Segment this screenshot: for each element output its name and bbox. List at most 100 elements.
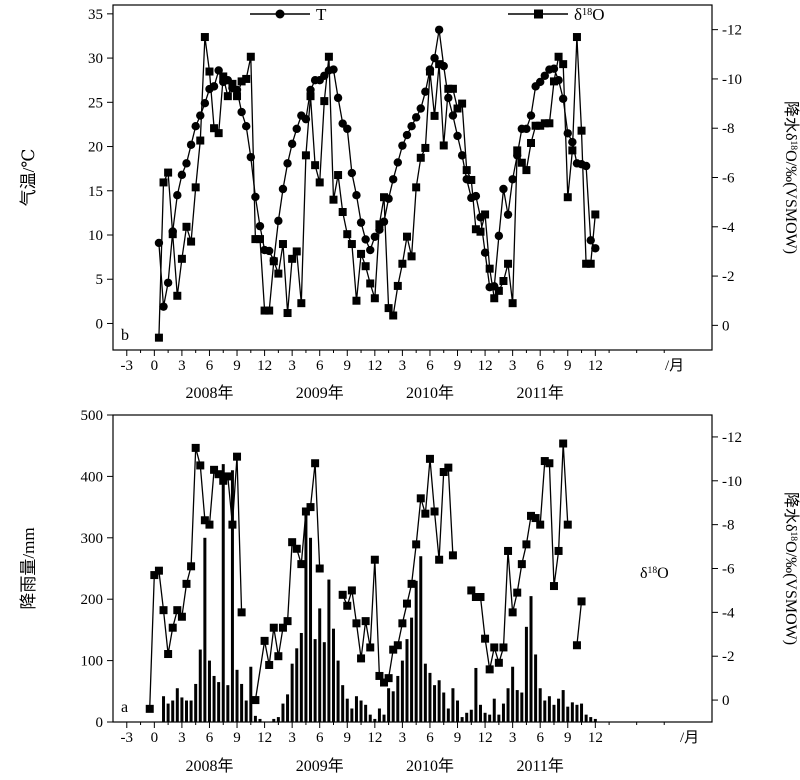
- point-marker: [173, 606, 182, 615]
- point-marker: [393, 158, 403, 167]
- x-tick-label: 12: [367, 730, 382, 746]
- bar: [465, 712, 469, 722]
- y-right-tick-label: -10: [722, 72, 742, 88]
- point-marker: [187, 562, 196, 571]
- point-marker: [182, 579, 191, 588]
- bar: [469, 709, 473, 722]
- bar: [175, 688, 179, 722]
- point-marker: [527, 139, 536, 147]
- point-marker: [306, 503, 315, 512]
- bar: [488, 714, 492, 722]
- point-marker: [503, 210, 513, 219]
- point-marker: [366, 279, 375, 288]
- y-left-tick-label: 5: [96, 272, 104, 288]
- point-marker: [223, 472, 232, 481]
- point-marker: [439, 468, 448, 477]
- plot-frame: [112, 4, 713, 351]
- legend-marker: [275, 9, 285, 19]
- point-marker: [559, 60, 568, 69]
- x-tick-label: 0: [151, 730, 159, 746]
- series-annotation: δ18O: [640, 565, 669, 583]
- point-marker: [508, 299, 517, 308]
- bar: [226, 685, 230, 722]
- point-marker: [278, 623, 287, 632]
- point-marker: [448, 111, 458, 120]
- point-marker: [182, 222, 191, 231]
- point-marker: [352, 190, 361, 200]
- point-marker: [485, 264, 494, 273]
- point-marker: [458, 99, 467, 108]
- y-left-tick-label: 25: [88, 95, 103, 111]
- point-marker: [209, 82, 219, 91]
- point-marker: [508, 175, 517, 184]
- bar: [341, 685, 345, 722]
- point-marker: [425, 454, 434, 463]
- x-tick-label: 9: [454, 730, 462, 746]
- point-marker: [352, 296, 361, 305]
- point-marker: [251, 696, 260, 705]
- x-tick-label: 9: [233, 730, 241, 746]
- y-right-tick-label: -4: [722, 605, 735, 621]
- point-marker: [347, 168, 357, 178]
- bar: [529, 596, 533, 722]
- bar: [566, 706, 570, 722]
- point-marker: [200, 98, 210, 108]
- point-marker: [334, 171, 343, 180]
- x-tick-label: 3: [399, 730, 407, 746]
- bar: [460, 717, 464, 722]
- point-marker: [398, 259, 407, 268]
- point-marker: [481, 210, 490, 219]
- point-marker: [444, 463, 453, 472]
- bar: [483, 712, 487, 722]
- y-left-axis-title: 气温/℃: [19, 149, 38, 207]
- bar: [396, 675, 400, 722]
- point-marker: [499, 277, 508, 285]
- point-marker: [210, 465, 219, 474]
- point-marker: [210, 124, 219, 133]
- point-marker: [366, 245, 375, 255]
- x-tick-label: 6: [206, 730, 214, 746]
- point-marker: [297, 560, 306, 569]
- point-marker: [200, 33, 209, 42]
- bar: [552, 704, 556, 722]
- point-marker: [434, 25, 444, 34]
- bar: [373, 718, 377, 722]
- point-marker: [581, 161, 591, 171]
- point-marker: [370, 294, 379, 303]
- bar: [345, 698, 349, 722]
- point-marker: [545, 119, 554, 128]
- bar: [276, 717, 280, 722]
- bar: [451, 688, 455, 722]
- bar: [456, 700, 460, 722]
- point-marker: [214, 470, 223, 479]
- bar: [520, 692, 524, 722]
- point-marker: [219, 476, 228, 485]
- point-marker: [448, 84, 457, 93]
- point-marker: [237, 608, 246, 617]
- x-tick-label: 3: [288, 730, 296, 746]
- bar: [162, 696, 166, 722]
- point-marker: [283, 309, 292, 318]
- y-left-axis-title: 降雨量/mm: [19, 527, 38, 609]
- x-tick-label: 6: [426, 358, 434, 374]
- point-marker: [366, 643, 375, 652]
- y-left-tick-label: 200: [81, 592, 104, 608]
- point-marker: [159, 178, 168, 187]
- y-right-axis-title: 降水δ18O/‰(VSMOW): [782, 101, 800, 254]
- point-marker: [380, 678, 389, 687]
- bar: [336, 660, 340, 722]
- point-marker: [265, 660, 274, 669]
- point-marker: [182, 159, 191, 168]
- point-marker: [471, 225, 480, 234]
- legend-label: T: [316, 5, 327, 24]
- x-tick-label: 12: [257, 358, 272, 374]
- x-tick-label: 3: [509, 730, 517, 746]
- x-tick-label: 9: [564, 730, 572, 746]
- bar: [304, 508, 308, 722]
- point-marker: [223, 92, 232, 101]
- point-marker: [352, 619, 361, 628]
- point-marker: [531, 121, 540, 130]
- bar: [350, 708, 354, 722]
- year-label: 2011年: [516, 384, 563, 402]
